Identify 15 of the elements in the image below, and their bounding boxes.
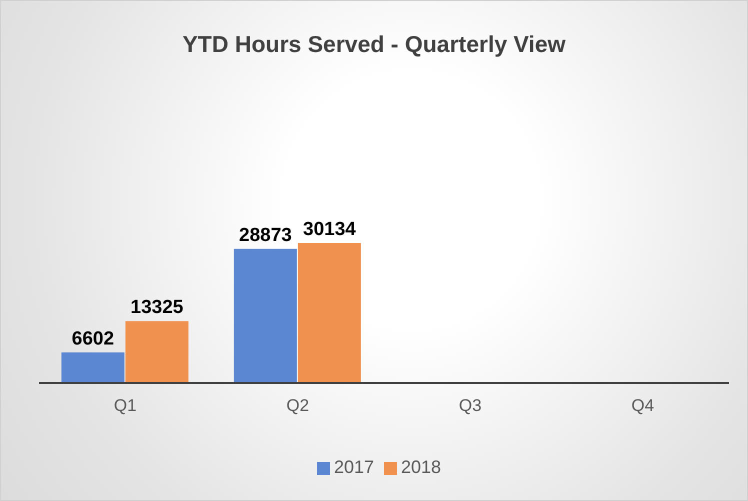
data-label: 6602 [72,328,114,350]
x-tick-label: Q4 [631,396,654,416]
x-tick-label: Q3 [458,396,482,416]
data-label: 28873 [239,224,292,246]
bar [61,352,124,383]
legend-label: 2018 [401,457,442,477]
x-tick-label: Q2 [286,396,310,416]
chart-title: YTD Hours Served - Quarterly View [181,31,567,58]
bar [298,243,361,383]
bar [125,321,188,383]
data-label: 13325 [130,297,184,318]
data-label: 30134 [303,219,356,240]
x-tick-label: Q1 [114,396,137,416]
bar [234,248,297,383]
legend-label: 2017 [334,457,374,477]
